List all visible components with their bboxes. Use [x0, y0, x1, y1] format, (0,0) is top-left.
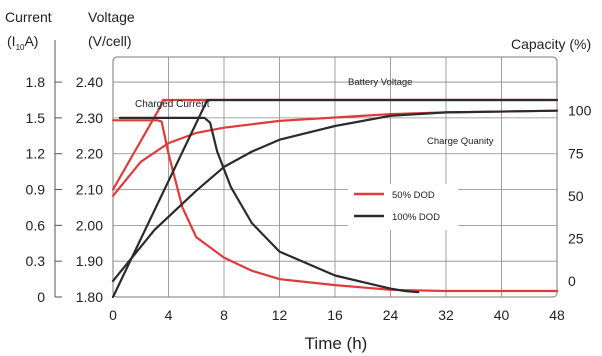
voltage-tick-label: 1.90	[76, 253, 103, 269]
current-axis-unit: (I10A)	[7, 33, 38, 52]
voltage-tick-label: 2.30	[76, 110, 103, 126]
current-unit-end: A)	[24, 33, 38, 49]
current-unit-sub: 10	[16, 43, 25, 52]
current-axis-title: Current	[5, 9, 52, 25]
time-tick-label: 48	[549, 307, 565, 323]
curve-current-100-dod	[118, 116, 420, 294]
current-tick-label: 0.6	[26, 217, 46, 233]
voltage-tick-label: 2.40	[76, 74, 103, 90]
time-tick-label: 8	[220, 307, 228, 323]
charged-current-label: Charged Current	[135, 99, 210, 110]
current-tick-label: 1.2	[26, 146, 46, 162]
time-tick-label: 16	[327, 307, 343, 323]
time-axis-title: Time (h)	[305, 334, 368, 353]
time-tick-label: 40	[494, 307, 510, 323]
current-tick-label: 0.9	[26, 182, 46, 198]
charge-quantity-label: Charge Quanity	[427, 136, 494, 147]
current-unit-main: (I	[7, 33, 16, 49]
curve-voltage-100-dod	[111, 98, 559, 299]
voltage-axis-title: Voltage	[88, 9, 135, 25]
time-tick-label: 4	[165, 307, 173, 323]
current-tick-label: 1.8	[26, 74, 46, 90]
curve-capacity-50-dod	[111, 109, 559, 197]
capacity-tick-label: 25	[568, 230, 584, 246]
capacity-tick-label: 100	[568, 103, 592, 119]
legend-label: 100% DOD	[392, 212, 440, 223]
capacity-tick-label: 75	[568, 145, 584, 161]
time-tick-label: 24	[383, 307, 399, 323]
voltage-tick-label: 2.20	[76, 146, 103, 162]
voltage-tick-label: 2.00	[76, 217, 103, 233]
curve-capacity-100-dod	[111, 109, 559, 282]
current-tick-label: 0	[37, 289, 45, 305]
legend-box	[348, 184, 458, 230]
battery-voltage-label: Battery Voltage	[348, 77, 412, 88]
time-tick-label: 12	[272, 307, 288, 323]
voltage-tick-label: 1.80	[76, 289, 103, 305]
capacity-tick-label: 0	[568, 273, 576, 289]
current-tick-label: 1.5	[26, 110, 46, 126]
curve-current-50-dod	[111, 119, 559, 293]
legend-label: 50% DOD	[392, 190, 435, 201]
time-tick-label: 32	[438, 307, 454, 323]
capacity-tick-label: 50	[568, 188, 584, 204]
capacity-axis-title: Capacity (%)	[511, 36, 591, 52]
time-tick-label: 0	[109, 307, 117, 323]
current-tick-label: 0.3	[26, 253, 46, 269]
voltage-tick-label: 2.10	[76, 182, 103, 198]
voltage-axis-unit: (V/cell)	[88, 33, 132, 49]
